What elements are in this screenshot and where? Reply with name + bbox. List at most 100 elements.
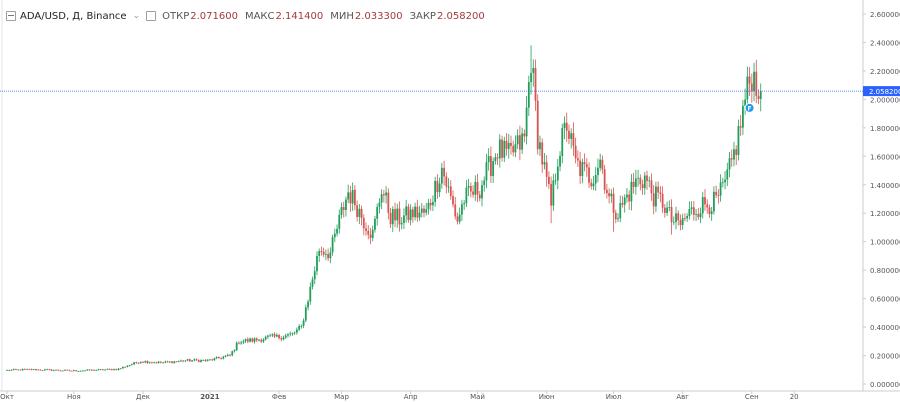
candle-up[interactable] — [503, 140, 506, 158]
candle-down[interactable] — [278, 335, 280, 339]
candle-up[interactable] — [376, 206, 379, 219]
candle-up[interactable] — [329, 252, 332, 259]
candle-up[interactable] — [521, 133, 524, 150]
candle-down[interactable] — [659, 192, 662, 194]
settings-square-icon[interactable] — [146, 11, 157, 21]
candle-up[interactable] — [655, 186, 657, 207]
candle-down[interactable] — [182, 360, 185, 362]
candle-down[interactable] — [614, 212, 617, 220]
candle-down[interactable] — [320, 251, 323, 252]
candle-down[interactable] — [382, 194, 385, 196]
candle-up[interactable] — [485, 162, 488, 181]
candle-down[interactable] — [135, 362, 138, 364]
symbol-title[interactable]: ADA/USD, Д, Binance — [20, 10, 127, 22]
candle-up[interactable] — [425, 209, 428, 213]
candle-down[interactable] — [735, 149, 738, 155]
candle-up[interactable] — [561, 127, 564, 156]
candle-up[interactable] — [396, 208, 399, 221]
candle-down[interactable] — [93, 369, 95, 371]
candle-up[interactable] — [269, 335, 272, 337]
candle-down[interactable] — [547, 176, 550, 184]
candle-up[interactable] — [300, 325, 303, 327]
candle-up[interactable] — [467, 186, 470, 188]
candle-down[interactable] — [48, 369, 51, 371]
candle-up[interactable] — [313, 271, 316, 280]
candle-down[interactable] — [579, 160, 582, 176]
candle-down[interactable] — [28, 368, 31, 370]
candle-up[interactable] — [481, 185, 483, 199]
chevron-down-icon[interactable]: ⌄ — [132, 11, 141, 21]
candle-up[interactable] — [532, 67, 535, 73]
candle-up[interactable] — [202, 360, 205, 361]
candle-up[interactable] — [610, 193, 613, 197]
candle-up[interactable] — [494, 157, 497, 162]
candle-down[interactable] — [708, 207, 711, 215]
candle-down[interactable] — [211, 359, 214, 361]
candle-up[interactable] — [592, 183, 595, 187]
candle-up[interactable] — [514, 144, 517, 153]
candle-up[interactable] — [728, 158, 731, 170]
candle-up[interactable] — [215, 357, 218, 359]
candle-down[interactable] — [108, 368, 111, 370]
candle-up[interactable] — [186, 359, 189, 361]
candle-up[interactable] — [333, 233, 336, 238]
candle-down[interactable] — [550, 183, 553, 206]
candle-down[interactable] — [519, 135, 521, 150]
candle-up[interactable] — [474, 181, 477, 195]
candle-up[interactable] — [180, 360, 182, 362]
candle-down[interactable] — [541, 142, 544, 165]
candle-up[interactable] — [427, 202, 430, 210]
candle-up[interactable] — [414, 206, 416, 218]
candle-down[interactable] — [204, 360, 207, 361]
candle-down[interactable] — [692, 207, 695, 215]
candle-down[interactable] — [389, 212, 392, 225]
candle-up[interactable] — [122, 366, 124, 369]
candle-up[interactable] — [296, 329, 298, 333]
candle-down[interactable] — [8, 369, 11, 371]
candle-up[interactable] — [282, 337, 285, 340]
candle-up[interactable] — [275, 335, 278, 337]
candle-up[interactable] — [733, 149, 735, 160]
candle-down[interactable] — [523, 133, 526, 137]
candle-down[interactable] — [197, 360, 200, 362]
candle-down[interactable] — [717, 195, 720, 197]
candle-up[interactable] — [737, 126, 740, 155]
candle-up[interactable] — [209, 359, 211, 361]
candle-up[interactable] — [287, 334, 289, 336]
candle-down[interactable] — [365, 228, 367, 231]
candle-down[interactable] — [423, 208, 425, 213]
candle-up[interactable] — [104, 369, 107, 371]
candle-up[interactable] — [26, 368, 28, 370]
candle-up[interactable] — [126, 365, 129, 368]
candle-down[interactable] — [605, 189, 608, 194]
candle-up[interactable] — [345, 199, 347, 210]
candle-up[interactable] — [17, 369, 20, 371]
candle-up[interactable] — [440, 167, 443, 184]
candle-up[interactable] — [244, 339, 247, 342]
candle-up[interactable] — [634, 178, 637, 187]
candle-up[interactable] — [200, 360, 202, 362]
candle-up[interactable] — [162, 362, 164, 364]
candle-up[interactable] — [686, 216, 689, 219]
candle-down[interactable] — [217, 357, 220, 359]
candle-up[interactable] — [168, 361, 171, 363]
candle-up[interactable] — [724, 179, 726, 183]
candle-down[interactable] — [449, 186, 452, 197]
candle-up[interactable] — [324, 254, 327, 255]
candle-down[interactable] — [142, 361, 144, 363]
candle-up[interactable] — [55, 369, 57, 371]
candle-up[interactable] — [318, 251, 321, 256]
candle-up[interactable] — [336, 228, 338, 234]
candle-up[interactable] — [249, 338, 251, 342]
candle-up[interactable] — [262, 339, 265, 342]
candle-up[interactable] — [719, 182, 722, 196]
candle-down[interactable] — [411, 209, 414, 218]
candle-up[interactable] — [10, 369, 13, 371]
candle-up[interactable] — [224, 355, 227, 357]
candle-down[interactable] — [39, 369, 42, 371]
candle-up[interactable] — [311, 279, 314, 287]
candle-up[interactable] — [581, 162, 584, 176]
candle-up[interactable] — [378, 202, 381, 207]
candle-up[interactable] — [690, 207, 693, 210]
candle-down[interactable] — [545, 162, 548, 177]
